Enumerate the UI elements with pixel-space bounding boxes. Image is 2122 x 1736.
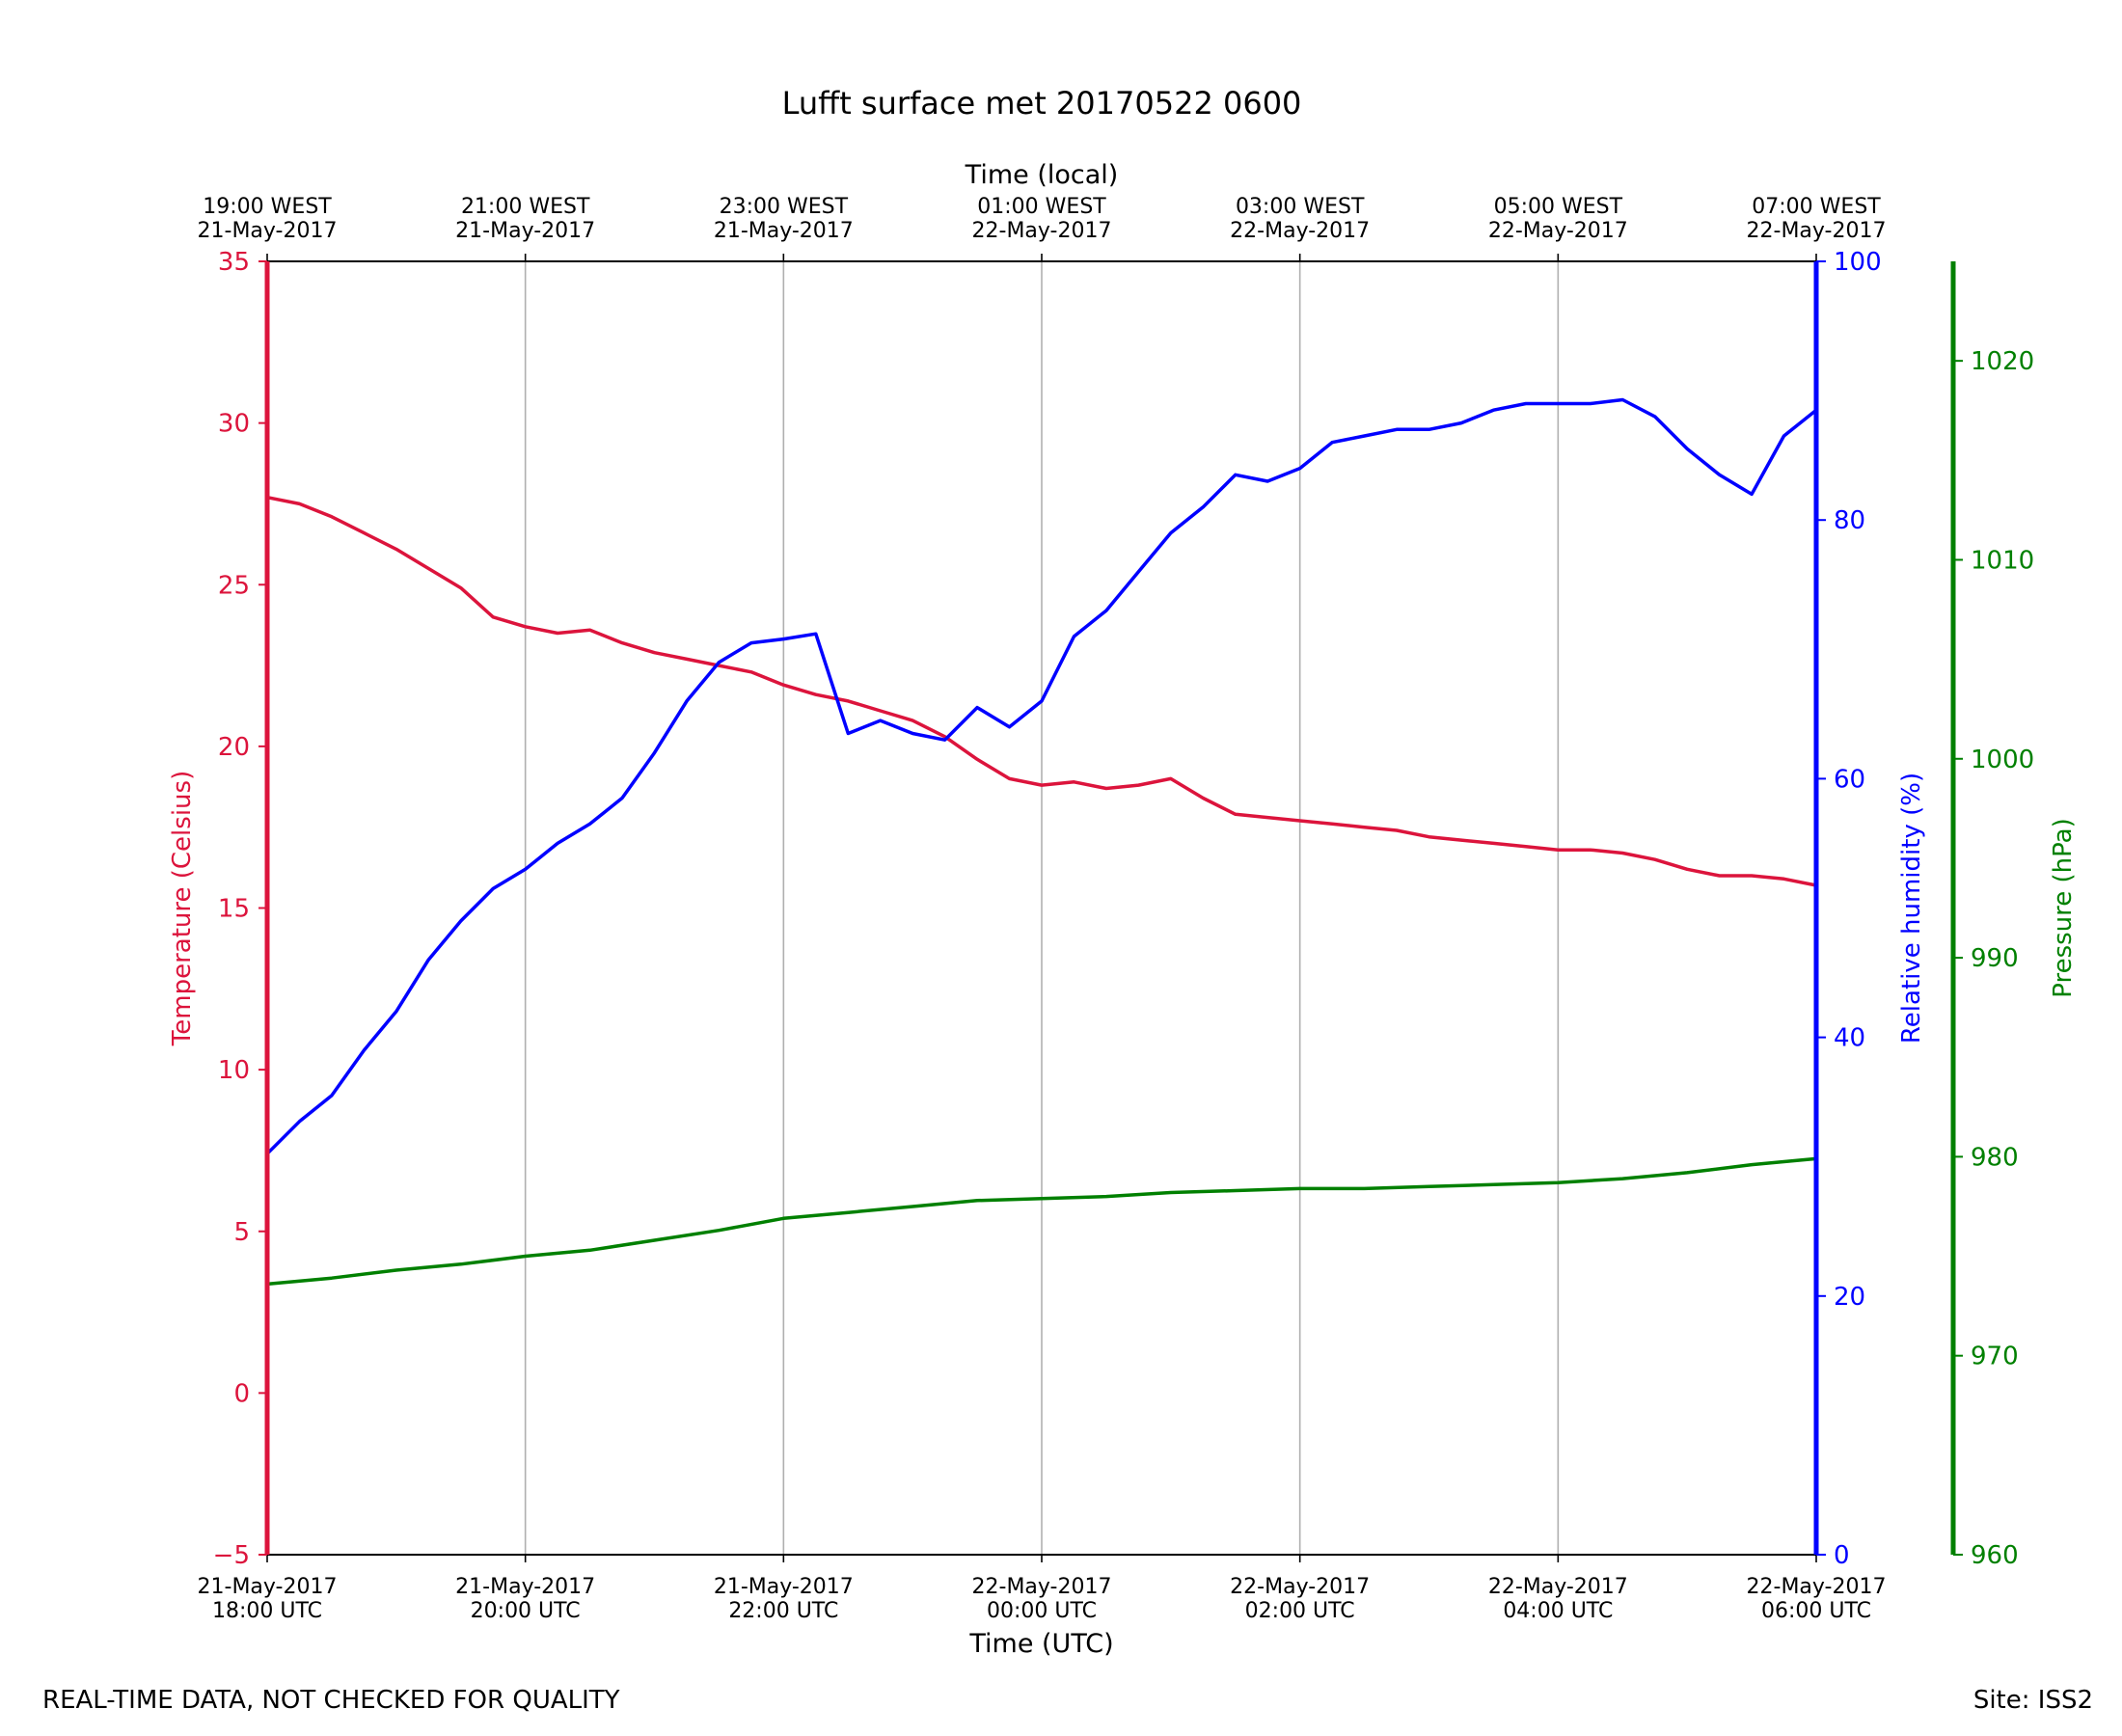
x2-tick-label-time: 05:00 WEST bbox=[1494, 195, 1623, 219]
x-tick-label-time: 02:00 UTC bbox=[1245, 1599, 1355, 1623]
humidity-tick-label: 60 bbox=[1834, 765, 1865, 794]
pressure-tick-label: 990 bbox=[1971, 944, 2019, 973]
humidity-tick-label: 0 bbox=[1834, 1541, 1850, 1570]
x2-tick-label-time: 07:00 WEST bbox=[1752, 195, 1881, 219]
x2-tick-label-date: 22-May-2017 bbox=[1488, 219, 1628, 243]
humidity-axis-label: Relative humidity (%) bbox=[1897, 773, 1926, 1044]
x-tick-label-date: 22-May-2017 bbox=[1488, 1575, 1628, 1599]
x-tick-label-date: 22-May-2017 bbox=[1747, 1575, 1887, 1599]
humidity-series-line bbox=[265, 397, 1818, 1156]
x2-tick-label-date: 22-May-2017 bbox=[1747, 219, 1887, 243]
x2-tick-label-date: 21-May-2017 bbox=[198, 219, 338, 243]
temperature-axis-label: Temperature (Celsius) bbox=[168, 771, 197, 1046]
temperature-tick-label: 15 bbox=[218, 895, 250, 924]
temperature-tick-label: 30 bbox=[218, 410, 250, 439]
x-tick-label-date: 22-May-2017 bbox=[972, 1575, 1112, 1599]
x-axis-label: Time (UTC) bbox=[968, 1629, 1113, 1659]
x2-tick-label-time: 19:00 WEST bbox=[203, 195, 332, 219]
x-tick-label-date: 21-May-2017 bbox=[455, 1575, 595, 1599]
pressure-tick-label: 1010 bbox=[1971, 546, 2034, 575]
x2-tick-label-time: 01:00 WEST bbox=[977, 195, 1106, 219]
x-tick-label-time: 04:00 UTC bbox=[1503, 1599, 1613, 1623]
pressure-tick-label: 970 bbox=[1971, 1343, 2019, 1371]
pressure-tick-label: 980 bbox=[1971, 1143, 2019, 1172]
pressure-tick-label: 1020 bbox=[1971, 347, 2034, 376]
x-tick-label-date: 21-May-2017 bbox=[714, 1575, 854, 1599]
x2-tick-label-time: 03:00 WEST bbox=[1236, 195, 1365, 219]
x2-axis-label: Time (local) bbox=[965, 160, 1119, 190]
series-layer bbox=[265, 397, 1818, 1287]
x2-tick-label-date: 21-May-2017 bbox=[714, 219, 854, 243]
temperature-tick-label: −5 bbox=[213, 1541, 250, 1570]
x2-tick-label-time: 21:00 WEST bbox=[461, 195, 590, 219]
temperature-tick-label: 25 bbox=[218, 571, 250, 600]
quality-disclaimer: REAL-TIME DATA, NOT CHECKED FOR QUALITY bbox=[42, 1686, 620, 1715]
x2-tick-label-date: 22-May-2017 bbox=[1230, 219, 1370, 243]
x-tick-label-time: 22:00 UTC bbox=[728, 1599, 838, 1623]
temperature-tick-label: 10 bbox=[218, 1056, 250, 1085]
humidity-tick-label: 80 bbox=[1834, 506, 1865, 535]
x-tick-label-time: 06:00 UTC bbox=[1761, 1599, 1871, 1623]
axes-layer bbox=[258, 254, 1963, 1562]
x2-tick-label-date: 21-May-2017 bbox=[455, 219, 595, 243]
pressure-series-line bbox=[265, 1156, 1818, 1287]
x-tick-label-time: 20:00 UTC bbox=[471, 1599, 581, 1623]
humidity-tick-label: 40 bbox=[1834, 1024, 1865, 1053]
chart-title: Lufft surface met 20170522 0600 bbox=[782, 85, 1302, 122]
pressure-tick-label: 960 bbox=[1971, 1541, 2019, 1570]
temperature-series-line bbox=[265, 495, 1818, 887]
x-tick-label-date: 21-May-2017 bbox=[198, 1575, 338, 1599]
temperature-tick-label: 20 bbox=[218, 733, 250, 762]
site-label: Site: ISS2 bbox=[1972, 1686, 2093, 1715]
pressure-axis-label: Pressure (hPa) bbox=[2049, 818, 2078, 998]
temperature-tick-label: 0 bbox=[233, 1379, 250, 1408]
x-tick-label-date: 22-May-2017 bbox=[1230, 1575, 1370, 1599]
x-tick-label-time: 00:00 UTC bbox=[987, 1599, 1097, 1623]
x-tick-label-time: 18:00 UTC bbox=[212, 1599, 322, 1623]
grid-lines bbox=[524, 261, 1560, 1555]
x2-tick-label-time: 23:00 WEST bbox=[720, 195, 849, 219]
humidity-tick-label: 100 bbox=[1834, 248, 1882, 277]
temperature-tick-label: 5 bbox=[233, 1218, 250, 1247]
humidity-tick-label: 20 bbox=[1834, 1283, 1865, 1312]
pressure-tick-label: 1000 bbox=[1971, 746, 2034, 774]
temperature-tick-label: 35 bbox=[218, 248, 250, 277]
x2-tick-label-date: 22-May-2017 bbox=[972, 219, 1112, 243]
